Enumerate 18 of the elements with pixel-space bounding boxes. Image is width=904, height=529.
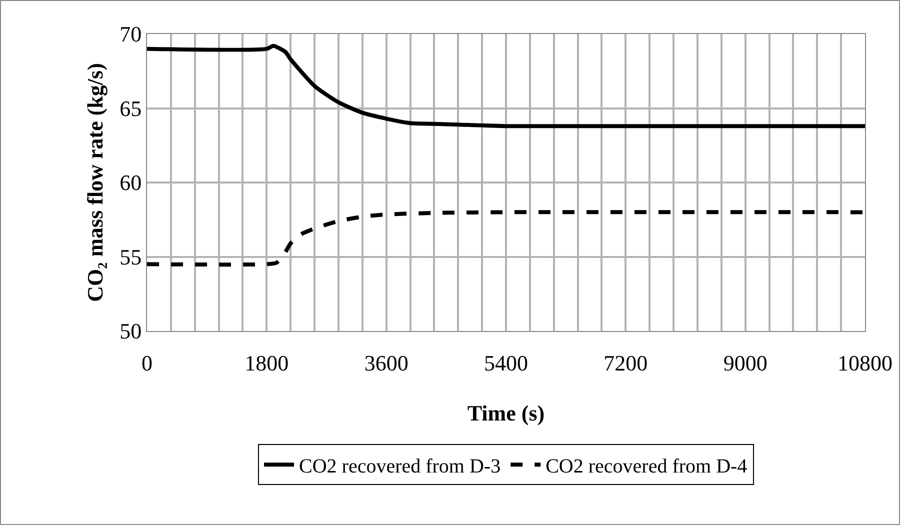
y-tick-label: 70 bbox=[120, 22, 142, 47]
x-tick-label: 9000 bbox=[723, 350, 768, 376]
x-tick-label: 0 bbox=[142, 350, 152, 376]
legend-label: CO2 recovered from D-3 bbox=[299, 455, 501, 478]
x-tick-label: 7200 bbox=[604, 350, 648, 376]
legend-label: CO2 recovered from D-4 bbox=[546, 455, 748, 478]
y-axis-title: CO₂ mass flow rate (kg/s) bbox=[82, 63, 108, 302]
x-tick-label: 10800 bbox=[838, 350, 892, 376]
y-tick-label: 50 bbox=[120, 318, 142, 344]
x-axis-title: Time (s) bbox=[467, 400, 545, 426]
line-series bbox=[147, 210, 865, 267]
y-tick-label: 55 bbox=[120, 244, 142, 270]
y-tick-label: 65 bbox=[120, 96, 142, 121]
x-tick-label: 1800 bbox=[244, 350, 289, 376]
x-tick-label: 3600 bbox=[364, 350, 408, 376]
y-tick-label: 60 bbox=[120, 170, 142, 196]
line-series bbox=[147, 44, 865, 128]
x-tick-label: 5400 bbox=[484, 350, 528, 376]
